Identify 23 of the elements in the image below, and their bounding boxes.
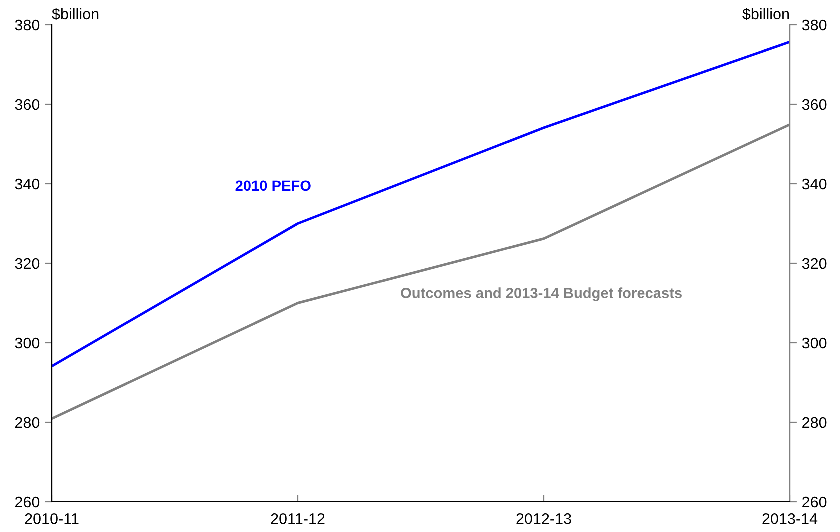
x-tick-label: 2011-12 bbox=[271, 514, 325, 524]
y-tick-label: 380 bbox=[15, 20, 40, 31]
x-tick-label: 2013-14 bbox=[762, 514, 818, 524]
y2-tick-label: 380 bbox=[802, 20, 827, 31]
y-tick-label: 320 bbox=[15, 258, 40, 270]
x-tick-label: 2010-11 bbox=[25, 514, 79, 524]
y-axis-title: $billion bbox=[52, 8, 99, 21]
y2-axis-title: $billion bbox=[742, 8, 790, 21]
y2-tick-label: 280 bbox=[802, 417, 827, 428]
y2-tick-label: 320 bbox=[802, 258, 827, 270]
y2-tick-label: 300 bbox=[802, 338, 827, 349]
y2-tick-label: 260 bbox=[802, 496, 827, 508]
x-tick-label: 2012-13 bbox=[516, 514, 572, 524]
y-tick-label: 360 bbox=[15, 99, 40, 110]
y-tick-label: 280 bbox=[15, 417, 40, 428]
y-tick-label: 300 bbox=[15, 338, 40, 349]
y-tick-label: 340 bbox=[15, 178, 40, 190]
y2-tick-label: 360 bbox=[802, 99, 827, 110]
y-tick-label: 260 bbox=[15, 496, 40, 508]
line-series bbox=[52, 40, 790, 368]
y2-tick-label: 340 bbox=[802, 178, 827, 190]
series-label: 2010 PEFO bbox=[236, 180, 311, 192]
series-label: Outcomes and 2013-14 Budget forecasts bbox=[401, 288, 682, 302]
